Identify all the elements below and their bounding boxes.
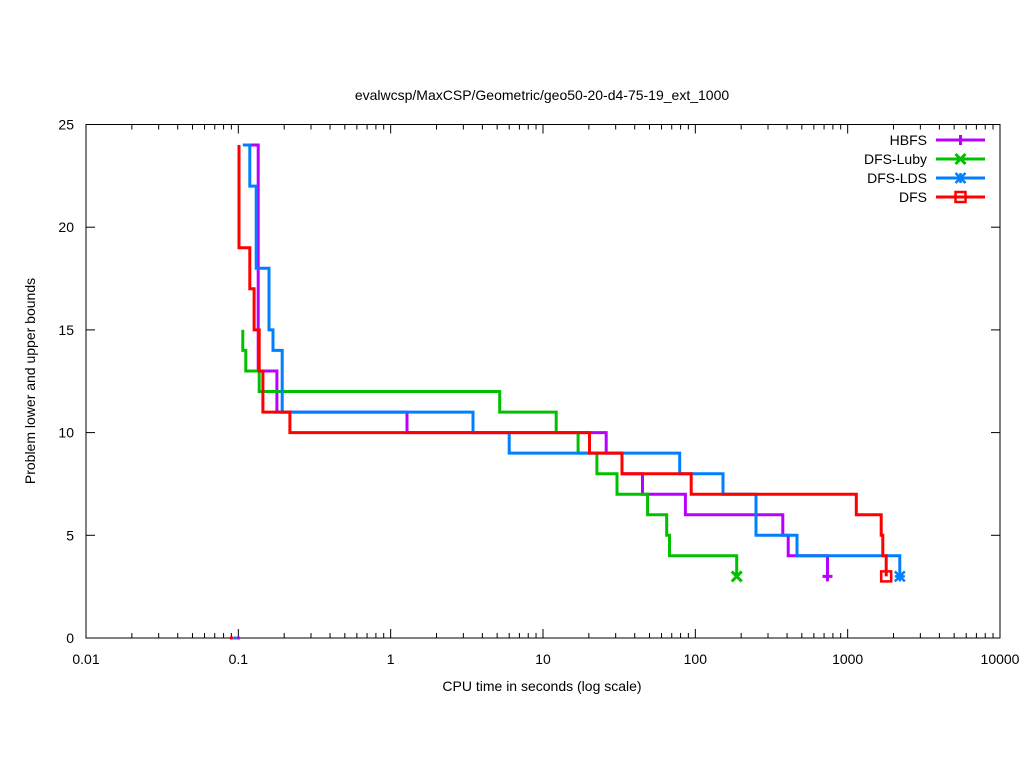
x-tick-label: 1000	[832, 651, 863, 667]
legend-item-dfs: DFS	[899, 189, 985, 205]
lower-bound-marker-dfs-lds	[233, 636, 237, 640]
end-marker-dfs	[879, 570, 893, 583]
x-tick-label: 0.1	[229, 651, 249, 667]
legend-item-hbfs: HBFS	[890, 132, 985, 148]
end-marker-dfs-luby	[730, 570, 743, 583]
legend-marker-dfs-lds	[954, 172, 967, 184]
series-line-dfs-lds	[242, 143, 902, 577]
x-tick-label: 10000	[981, 651, 1020, 667]
legend: HBFS DFS-Luby DFS-LDS DFS	[864, 132, 985, 205]
x-tick-label: 0.01	[72, 651, 99, 667]
series-dfs	[229, 145, 893, 640]
legend-marker-dfs	[954, 190, 967, 204]
end-marker-hbfs	[822, 571, 833, 582]
series-line-dfs	[237, 145, 888, 577]
legend-label: DFS-LDS	[867, 170, 927, 186]
x-tick-label: 10	[535, 651, 551, 667]
lower-bound-marker-hbfs	[236, 636, 240, 640]
y-axis-label: Problem lower and upper bounds	[22, 278, 38, 484]
y-tick-label: 5	[66, 527, 74, 543]
y-axis: 0 5 10 15 20 25	[58, 117, 1000, 646]
legend-label: HBFS	[890, 132, 927, 148]
plot-frame	[85, 124, 1001, 639]
legend-label: DFS-Luby	[864, 151, 927, 167]
y-tick-label: 10	[58, 425, 74, 441]
series-line-hbfs	[249, 143, 829, 577]
series-layer	[229, 143, 906, 640]
legend-marker-dfs-luby	[954, 152, 967, 166]
legend-item-dfs-lds: DFS-LDS	[867, 170, 985, 186]
legend-label: DFS	[899, 189, 927, 205]
y-tick-label: 25	[58, 117, 74, 133]
x-axis-label: CPU time in seconds (log scale)	[442, 678, 641, 694]
x-axis: 0.01 0.1 1 10 100 1000 10000	[72, 124, 1020, 667]
y-tick-label: 0	[66, 630, 74, 646]
legend-marker-hbfs	[955, 135, 966, 145]
x-tick-label: 100	[684, 651, 708, 667]
y-tick-label: 15	[58, 322, 74, 338]
lower-bound-marker-dfs	[229, 636, 233, 640]
x-tick-label: 1	[387, 651, 395, 667]
series-dfs-luby	[233, 329, 743, 640]
y-tick-label: 20	[58, 219, 74, 235]
end-marker-dfs-lds	[893, 570, 906, 583]
legend-item-dfs-luby: DFS-Luby	[864, 151, 985, 167]
chart-title: evalwcsp/MaxCSP/Geometric/geo50-20-d4-75…	[355, 87, 730, 103]
